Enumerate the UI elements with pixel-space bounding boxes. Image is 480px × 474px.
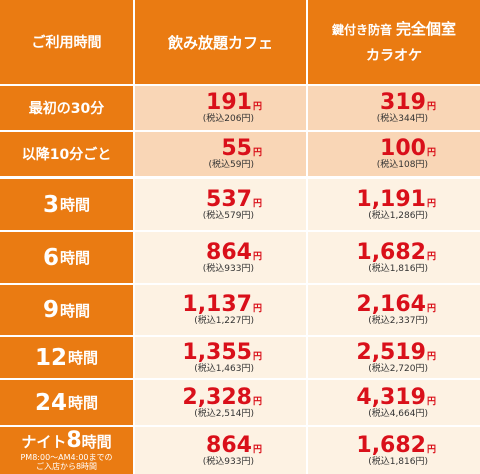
cafe-price-cell: 55円 (税込59円)	[135, 132, 306, 176]
karaoke-price-cell: 2,519円 (税込2,720円)	[308, 337, 480, 378]
karaoke-price-cell: 1,191円 (税込1,286円)	[308, 179, 480, 230]
price-tax: (税込1,227円)	[194, 316, 254, 326]
price-tax: (税込1,816円)	[368, 456, 428, 467]
cafe-price-cell: 191円 (税込206円)	[135, 86, 306, 130]
night-note-duration: ご入店から8時間	[35, 462, 98, 471]
price-tax: (税込4,664円)	[368, 408, 428, 419]
header-karaoke-line2: カラオケ	[366, 47, 422, 64]
price-value: 191	[206, 90, 252, 115]
price-tax: (税込2,720円)	[368, 363, 428, 374]
price-tax: (税込579円)	[202, 210, 254, 221]
price-tax: (税込1,463円)	[194, 363, 254, 374]
karaoke-price-cell: 100円 (税込108円)	[308, 132, 480, 176]
header-karaoke-big: 完全個室	[396, 19, 457, 38]
price-value: 537	[206, 186, 252, 212]
header-time: ご利用時間	[0, 0, 133, 84]
price-value: 1,682	[356, 432, 426, 458]
cafe-price-cell: 2,328円 (税込2,514円)	[135, 380, 306, 425]
price-value: 2,328	[182, 384, 252, 410]
cafe-price-cell: 1,137円 (税込1,227円)	[135, 285, 306, 335]
price-tax: (税込2,514円)	[194, 408, 254, 419]
price-value: 864	[206, 239, 252, 265]
cafe-price-cell: 537円 (税込579円)	[135, 179, 306, 230]
table-row: 以降10分ごと 55円 (税込59円) 100円 (税込108円)	[0, 132, 480, 176]
price-value: 2,164	[356, 292, 426, 317]
price-tax: (税込344円)	[376, 114, 428, 124]
cafe-price-cell: 1,355円 (税込1,463円)	[135, 337, 306, 378]
table-row: 6 時間 864円 (税込933円) 1,682円 (税込1,816円)	[0, 232, 480, 283]
table-row: 最初の30分 191円 (税込206円) 319円 (税込344円)	[0, 86, 480, 130]
price-value: 1,682	[356, 239, 426, 265]
row-label: 6 時間	[0, 232, 133, 283]
price-tax: (税込206円)	[202, 114, 254, 124]
row-label: 9 時間	[0, 285, 133, 335]
row-label: 以降10分ごと	[0, 132, 133, 176]
price-value: 4,319	[356, 384, 426, 410]
row-label-night: ナイト8時間 PM8:00～AM4:00までの ご入店から8時間	[0, 427, 133, 474]
price-tax: (税込1,286円)	[368, 210, 428, 221]
table-row: 12 時間 1,355円 (税込1,463円) 2,519円 (税込2,720円)	[0, 337, 480, 378]
price-value: 319	[380, 90, 426, 115]
karaoke-price-cell: 1,682円 (税込1,816円)	[308, 232, 480, 283]
price-value: 2,519	[356, 339, 426, 365]
price-value: 864	[206, 432, 252, 458]
cafe-price-cell: 864円 (税込933円)	[135, 232, 306, 283]
karaoke-price-cell: 2,164円 (税込2,337円)	[308, 285, 480, 335]
karaoke-price-cell: 1,682円 (税込1,816円)	[308, 427, 480, 474]
price-value: 100	[380, 136, 426, 161]
header-karaoke-small: 鍵付き防音	[331, 22, 392, 37]
header-karaoke: 鍵付き防音 完全個室 カラオケ	[308, 0, 480, 84]
table-row: ナイト8時間 PM8:00～AM4:00までの ご入店から8時間 864円 (税…	[0, 427, 480, 474]
row-label: 24 時間	[0, 380, 133, 425]
price-tax: (税込933円)	[202, 263, 254, 274]
night-note-hours: PM8:00～AM4:00までの	[20, 453, 113, 462]
price-value: 1,355	[182, 339, 252, 365]
price-value: 1,191	[356, 186, 426, 212]
row-label: 3 時間	[0, 179, 133, 230]
table-row: 9 時間 1,137円 (税込1,227円) 2,164円 (税込2,337円)	[0, 285, 480, 335]
row-label: 最初の30分	[0, 86, 133, 130]
table-header: ご利用時間 飲み放題カフェ 鍵付き防音 完全個室 カラオケ	[0, 0, 480, 84]
cafe-price-cell: 864円 (税込933円)	[135, 427, 306, 474]
table-row: 24 時間 2,328円 (税込2,514円) 4,319円 (税込4,664円)	[0, 380, 480, 425]
row-label: 12 時間	[0, 337, 133, 378]
karaoke-price-cell: 319円 (税込344円)	[308, 86, 480, 130]
price-tax: (税込1,816円)	[368, 263, 428, 274]
price-tax: (税込933円)	[202, 456, 254, 467]
price-tax: (税込108円)	[376, 160, 428, 170]
price-tax: (税込59円)	[208, 160, 254, 170]
table-row: 3 時間 537円 (税込579円) 1,191円 (税込1,286円)	[0, 179, 480, 230]
price-value: 55	[221, 136, 252, 161]
price-tax: (税込2,337円)	[368, 316, 428, 326]
price-value: 1,137	[182, 292, 252, 317]
header-cafe: 飲み放題カフェ	[135, 0, 306, 84]
karaoke-price-cell: 4,319円 (税込4,664円)	[308, 380, 480, 425]
